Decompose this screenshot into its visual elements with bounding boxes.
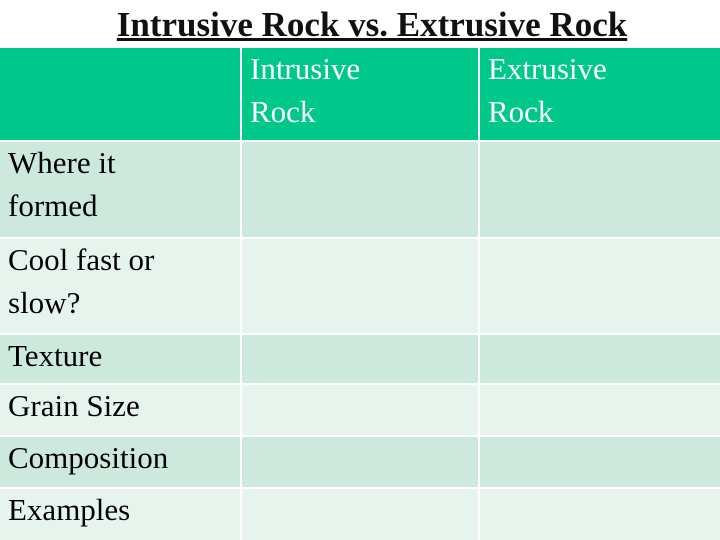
table-cell — [480, 385, 720, 435]
table-cell — [242, 335, 478, 383]
row-label-text: Texture — [8, 338, 103, 373]
header-cell-text: Extrusive Rock — [488, 51, 607, 129]
table-cell — [480, 239, 720, 333]
header-cell: Extrusive Rock — [480, 48, 720, 140]
header-cell: Intrusive Rock — [242, 48, 478, 140]
row-label: Cool fast or slow? — [0, 239, 240, 333]
row-label-text: Examples — [8, 492, 131, 527]
row-label-text: Composition — [8, 440, 169, 475]
table-cell — [242, 142, 478, 237]
row-label: Examples — [0, 489, 240, 540]
slide-title: Intrusive Rock vs. Extrusive Rock — [116, 5, 628, 44]
row-label: Where it formed — [0, 142, 240, 237]
row-label: Composition — [0, 437, 240, 487]
table-cell — [242, 437, 478, 487]
row-label-text: Where it formed — [8, 145, 116, 223]
table-cell — [480, 335, 720, 383]
row-label-text: Grain Size — [8, 388, 140, 423]
header-cell-text: Intrusive Rock — [250, 51, 361, 129]
header-cell — [0, 48, 240, 140]
table-cell — [480, 489, 720, 540]
table-cell — [480, 142, 720, 237]
row-label: Grain Size — [0, 385, 240, 435]
row-label-text: Cool fast or slow? — [8, 242, 155, 320]
table-cell — [480, 437, 720, 487]
row-label: Texture — [0, 335, 240, 383]
table-cell — [242, 489, 478, 540]
table-cell — [242, 239, 478, 333]
table-cell — [242, 385, 478, 435]
